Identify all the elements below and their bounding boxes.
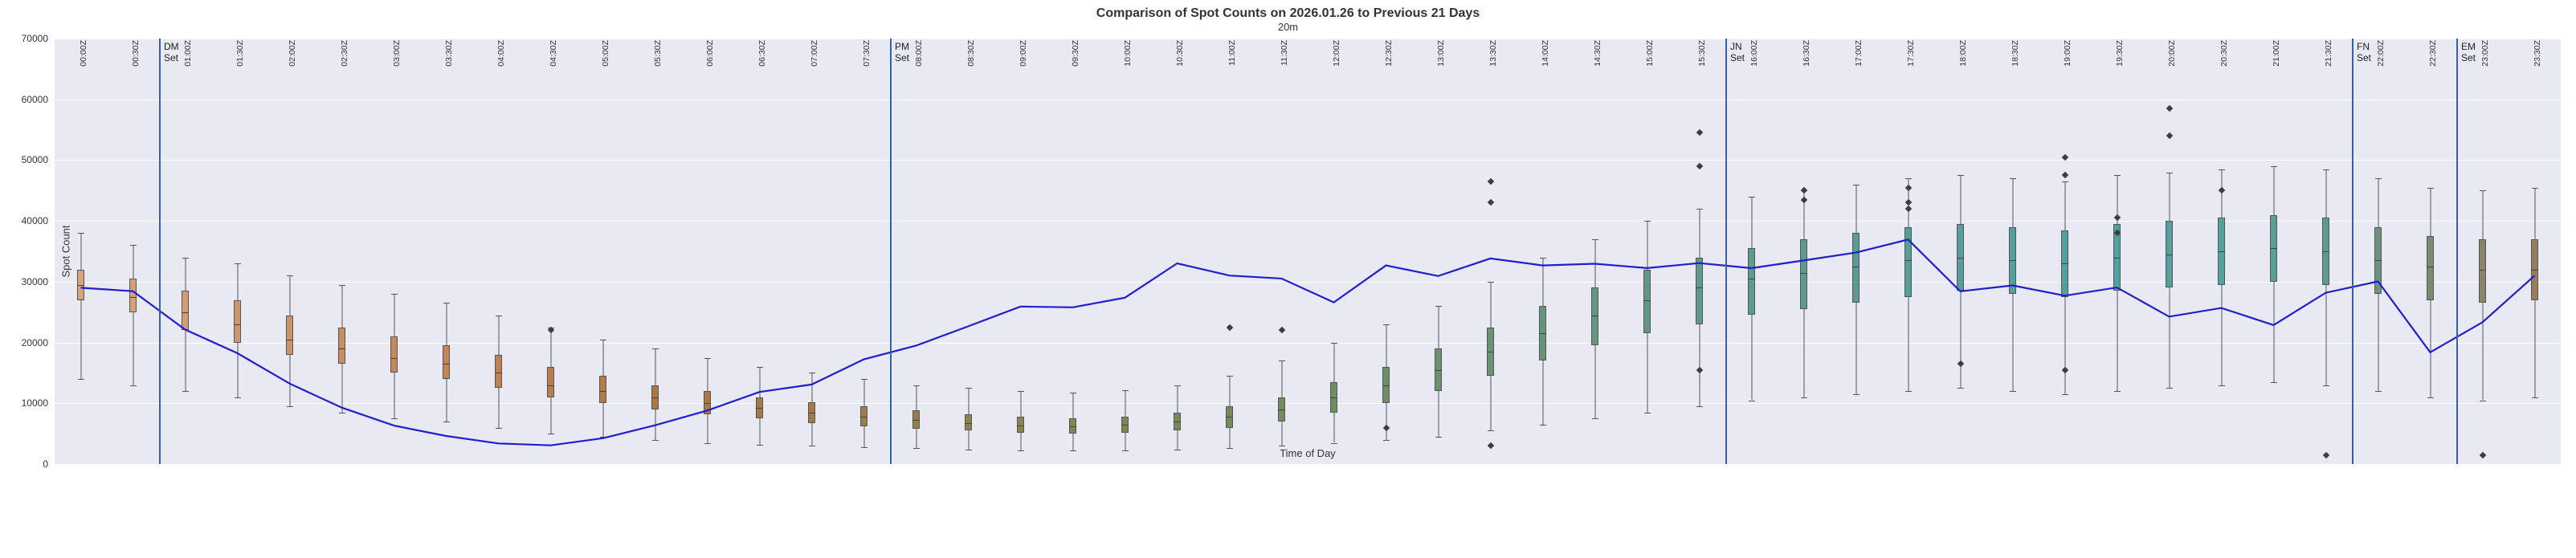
trend-line-chart[interactable] xyxy=(55,39,2561,464)
reference-line-label: EM Set xyxy=(2461,42,2476,64)
reference-line-label: DM Set xyxy=(164,42,179,64)
chart-container: Comparison of Spot Counts on 2026.01.26 … xyxy=(0,0,2576,558)
reference-line-label: PM Set xyxy=(895,42,909,64)
chart-subtitle: 20m xyxy=(0,21,2576,33)
plot-area: Spot Count Time of Day 0 10000 20000 30000 4… xyxy=(55,39,2561,464)
chart-title: Comparison of Spot Counts on 2026.01.26 … xyxy=(0,0,2576,21)
ytick-label: 70000 xyxy=(4,33,48,44)
ytick-label: 30000 xyxy=(4,276,48,287)
reference-line-label: JN Set xyxy=(1730,42,1745,64)
reference-line[interactable] xyxy=(159,39,161,464)
reference-line[interactable] xyxy=(2456,39,2458,464)
reference-line[interactable] xyxy=(1725,39,1727,464)
reference-line-label: FN Set xyxy=(2357,42,2371,64)
gridline xyxy=(55,464,2561,465)
ytick-label: 40000 xyxy=(4,215,48,226)
ytick-label: 10000 xyxy=(4,397,48,409)
ytick-label: 50000 xyxy=(4,154,48,165)
ytick-label: 0 xyxy=(4,458,48,470)
ytick-label: 60000 xyxy=(4,94,48,105)
ytick-label: 20000 xyxy=(4,337,48,348)
reference-line[interactable] xyxy=(2352,39,2354,464)
reference-line[interactable] xyxy=(890,39,892,464)
